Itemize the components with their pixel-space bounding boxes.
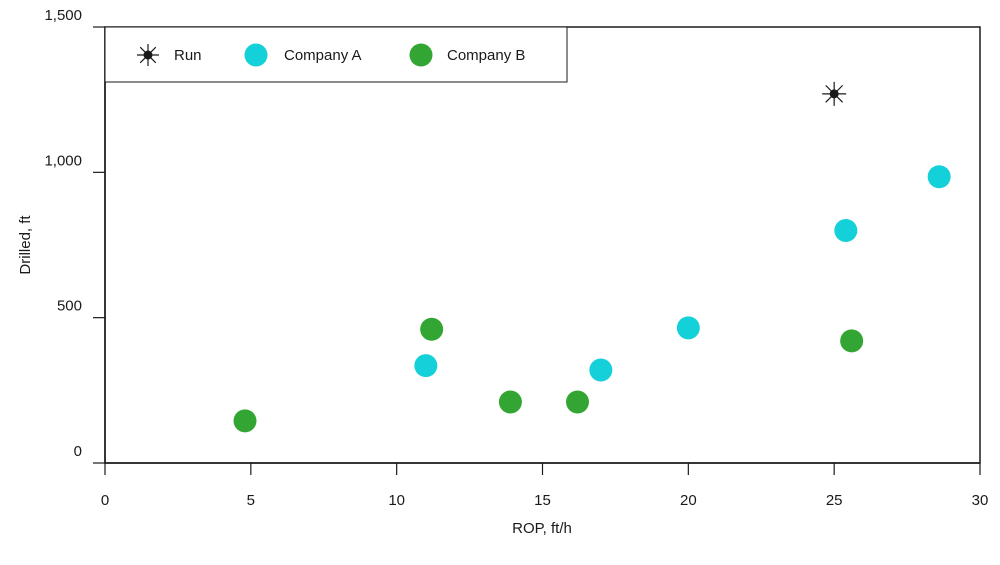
legend-item-run: Run — [137, 44, 202, 66]
legend-marker-run-center — [143, 50, 153, 60]
point-company-b — [420, 317, 444, 341]
point-company-a — [589, 358, 613, 382]
point-company-a — [834, 218, 858, 242]
x-tick-label: 25 — [826, 492, 843, 509]
legend-box — [104, 26, 568, 83]
y-tick-label: 1,500 — [44, 7, 82, 24]
legend-marker-company-b — [409, 43, 433, 67]
y-axis-title: Drilled, ft — [17, 215, 34, 275]
legend-marker-company-a — [244, 43, 268, 67]
x-tick-label: 20 — [680, 492, 697, 509]
legend-item-company-a: Company A — [244, 43, 362, 67]
point-company-b — [498, 390, 522, 414]
y-axis-ticks: 0 500 1,000 1,500 — [44, 7, 105, 464]
legend-label-run: Run — [174, 47, 202, 64]
x-tick-label: 5 — [247, 492, 255, 509]
point-run — [822, 81, 847, 106]
point-company-b — [233, 409, 257, 433]
legend-item-company-b: Company B — [409, 43, 525, 67]
legend-marker-run — [137, 44, 159, 66]
legend-label-company-b: Company B — [447, 47, 525, 64]
point-run-center — [829, 89, 839, 99]
x-tick-label: 30 — [972, 492, 989, 509]
x-axis-ticks: 0 5 10 15 20 25 30 — [101, 463, 989, 509]
x-tick-label: 0 — [101, 492, 109, 509]
legend: Run Company A Company B — [104, 26, 568, 83]
point-company-b — [566, 390, 589, 414]
x-axis-title: ROP, ft/h — [512, 520, 572, 537]
plot-area — [104, 26, 981, 464]
point-company-a — [676, 316, 700, 340]
legend-label-company-a: Company A — [284, 47, 362, 64]
y-tick-label: 500 — [57, 298, 82, 315]
point-company-a — [414, 354, 438, 378]
data-points — [233, 81, 951, 433]
x-tick-label: 15 — [534, 492, 551, 509]
y-tick-label: 1,000 — [44, 152, 82, 169]
y-tick-label: 0 — [74, 443, 82, 460]
point-company-a — [927, 165, 951, 189]
point-company-b — [840, 329, 864, 353]
x-tick-label: 10 — [388, 492, 405, 509]
